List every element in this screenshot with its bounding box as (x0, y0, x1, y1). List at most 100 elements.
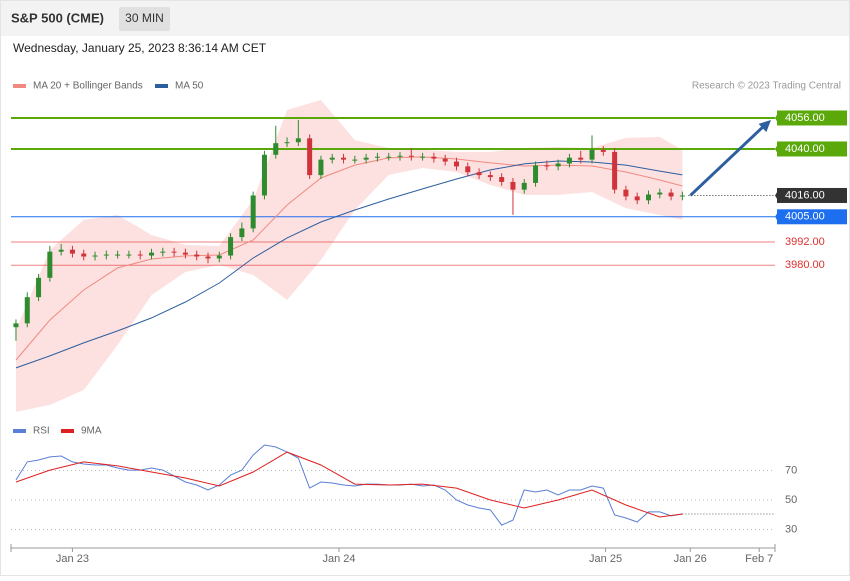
x-tick-label: Feb 7 (745, 553, 773, 565)
legend-swatch (13, 429, 26, 433)
candle-body (431, 156, 437, 159)
candle-body (194, 254, 200, 257)
candle-body (510, 181, 516, 190)
candle-body (487, 175, 493, 178)
forecast-arrow (689, 123, 767, 197)
candle-body (679, 195, 685, 197)
level-label: 4016.00 (785, 189, 825, 201)
candle-body (182, 252, 188, 255)
candle-body (442, 158, 448, 162)
level-label-pointer (775, 211, 778, 222)
candle-body (453, 161, 459, 167)
candle-body (600, 149, 606, 152)
candle-body (24, 297, 30, 324)
candle-body (261, 154, 267, 196)
candle-body (555, 163, 561, 167)
candle-body (273, 143, 279, 155)
candle-body (521, 182, 527, 190)
legend-label: MA 20 + Bollinger Bands (33, 81, 143, 92)
rsi-line (15, 444, 683, 526)
candle-body (69, 249, 75, 254)
timeframe[interactable]: 30 MIN (125, 11, 164, 25)
candle-body (137, 254, 143, 256)
candle-body (58, 249, 64, 252)
candle-body (115, 254, 121, 256)
candle-body (544, 165, 550, 167)
candle-body (420, 156, 426, 158)
candle-body (47, 251, 53, 278)
level-label: 3980.00 (785, 259, 825, 271)
candle-body (250, 195, 256, 229)
candle-body (92, 255, 98, 257)
bollinger-band (16, 100, 683, 412)
candle-body (352, 159, 358, 161)
candle-body (81, 253, 87, 257)
candle-body (374, 156, 380, 158)
candle-body (216, 255, 222, 259)
candle-body (341, 157, 347, 160)
level-label-pointer (775, 112, 778, 123)
candle-body (668, 192, 674, 197)
candle-body (239, 228, 245, 238)
candle-body (36, 277, 42, 298)
x-tick-label: Jan 23 (56, 553, 89, 565)
legend-label: RSI (33, 426, 50, 437)
legend-label: 9MA (81, 426, 102, 437)
candle-body (363, 157, 369, 160)
x-tick-label: Jan 26 (674, 553, 707, 565)
candle-body (386, 156, 392, 158)
y-tick-label: 30 (785, 523, 797, 535)
legend-label: MA 50 (175, 81, 204, 92)
candle-body (634, 196, 640, 201)
credit: Research © 2023 Trading Central (692, 81, 841, 92)
level-label-box (777, 187, 847, 203)
candle-body (126, 254, 132, 256)
candle-body (307, 138, 313, 176)
candle-body (612, 151, 618, 190)
y-tick-label: 70 (785, 464, 797, 476)
candle-body (397, 155, 403, 157)
candle-body (645, 194, 651, 201)
candle-body (284, 142, 290, 144)
level-label-pointer (775, 143, 778, 154)
candle-body (657, 192, 663, 195)
candle-body (499, 177, 505, 182)
candle-body (13, 323, 19, 328)
forecast-arrowhead (758, 119, 771, 133)
candle-body (408, 155, 414, 157)
candle-body (205, 256, 211, 259)
subtitle: Wednesday, January 25, 2023 8:36:14 AM C… (13, 41, 267, 55)
candle-body (171, 251, 177, 253)
level-label-pointer (775, 190, 778, 201)
timeframe-badge[interactable] (119, 7, 170, 31)
level-label: 4005.00 (785, 211, 825, 223)
candle-body (329, 157, 335, 160)
legend-swatch (13, 84, 26, 88)
level-label-box (777, 209, 847, 225)
candle-body (295, 138, 301, 143)
candle-body (149, 252, 155, 256)
legend-swatch (155, 84, 168, 88)
candle-body (318, 159, 324, 176)
legend-swatch (61, 429, 74, 433)
level-label-box (777, 141, 847, 157)
moving-average (15, 156, 683, 361)
level-label: 4056.00 (785, 112, 825, 124)
candle-body (228, 237, 234, 256)
candle-body (465, 166, 471, 173)
candle-body (578, 157, 584, 160)
y-tick-label: 50 (785, 494, 797, 506)
candle-body (103, 254, 109, 256)
level-label-box (777, 110, 847, 126)
x-tick-label: Jan 24 (322, 553, 355, 565)
candle-body (533, 165, 539, 183)
candle-body (476, 172, 482, 176)
candle-body (566, 157, 572, 164)
rsi-line (15, 451, 683, 518)
level-label: 4040.00 (785, 143, 825, 155)
chart-title: S&P 500 (CME) (11, 10, 104, 25)
candle-body (589, 149, 595, 160)
candle-body (160, 251, 166, 253)
